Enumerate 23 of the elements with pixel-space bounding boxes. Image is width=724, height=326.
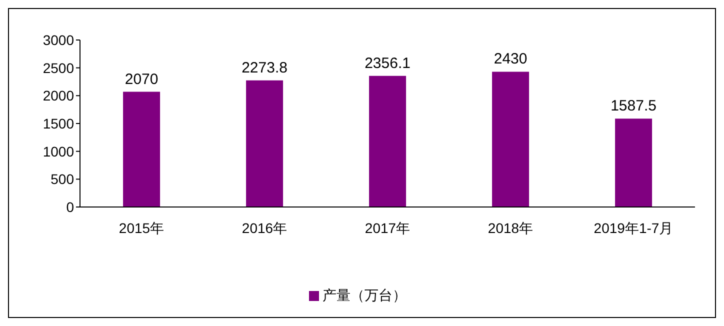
- bar: [492, 72, 530, 207]
- bar: [615, 118, 652, 207]
- data-label: 2070: [124, 70, 158, 88]
- legend-label: 产量（万台）: [322, 287, 406, 303]
- y-tick-label: 3000: [42, 32, 74, 48]
- y-tick-label: 1000: [42, 143, 74, 160]
- x-tick-label: 2018年: [488, 220, 534, 236]
- y-tick-label: 2500: [42, 60, 74, 76]
- y-tick-label: 0: [66, 198, 74, 215]
- x-tick-label: 2015年: [118, 220, 164, 236]
- data-label: 2356.1: [364, 54, 410, 72]
- y-tick-label: 500: [50, 171, 74, 188]
- x-tick-label: 2019年1-7月: [594, 220, 674, 236]
- bar: [123, 92, 160, 207]
- bar: [246, 80, 284, 207]
- x-tick-label: 2017年: [364, 220, 410, 236]
- data-label: 2273.8: [242, 59, 288, 76]
- bar: [369, 76, 406, 207]
- data-label: 1587.5: [610, 98, 656, 115]
- data-label: 2430: [494, 50, 528, 68]
- y-tick-label: 2000: [42, 88, 74, 104]
- y-tick-label: 1500: [42, 115, 74, 132]
- x-tick-label: 2016年: [242, 220, 288, 236]
